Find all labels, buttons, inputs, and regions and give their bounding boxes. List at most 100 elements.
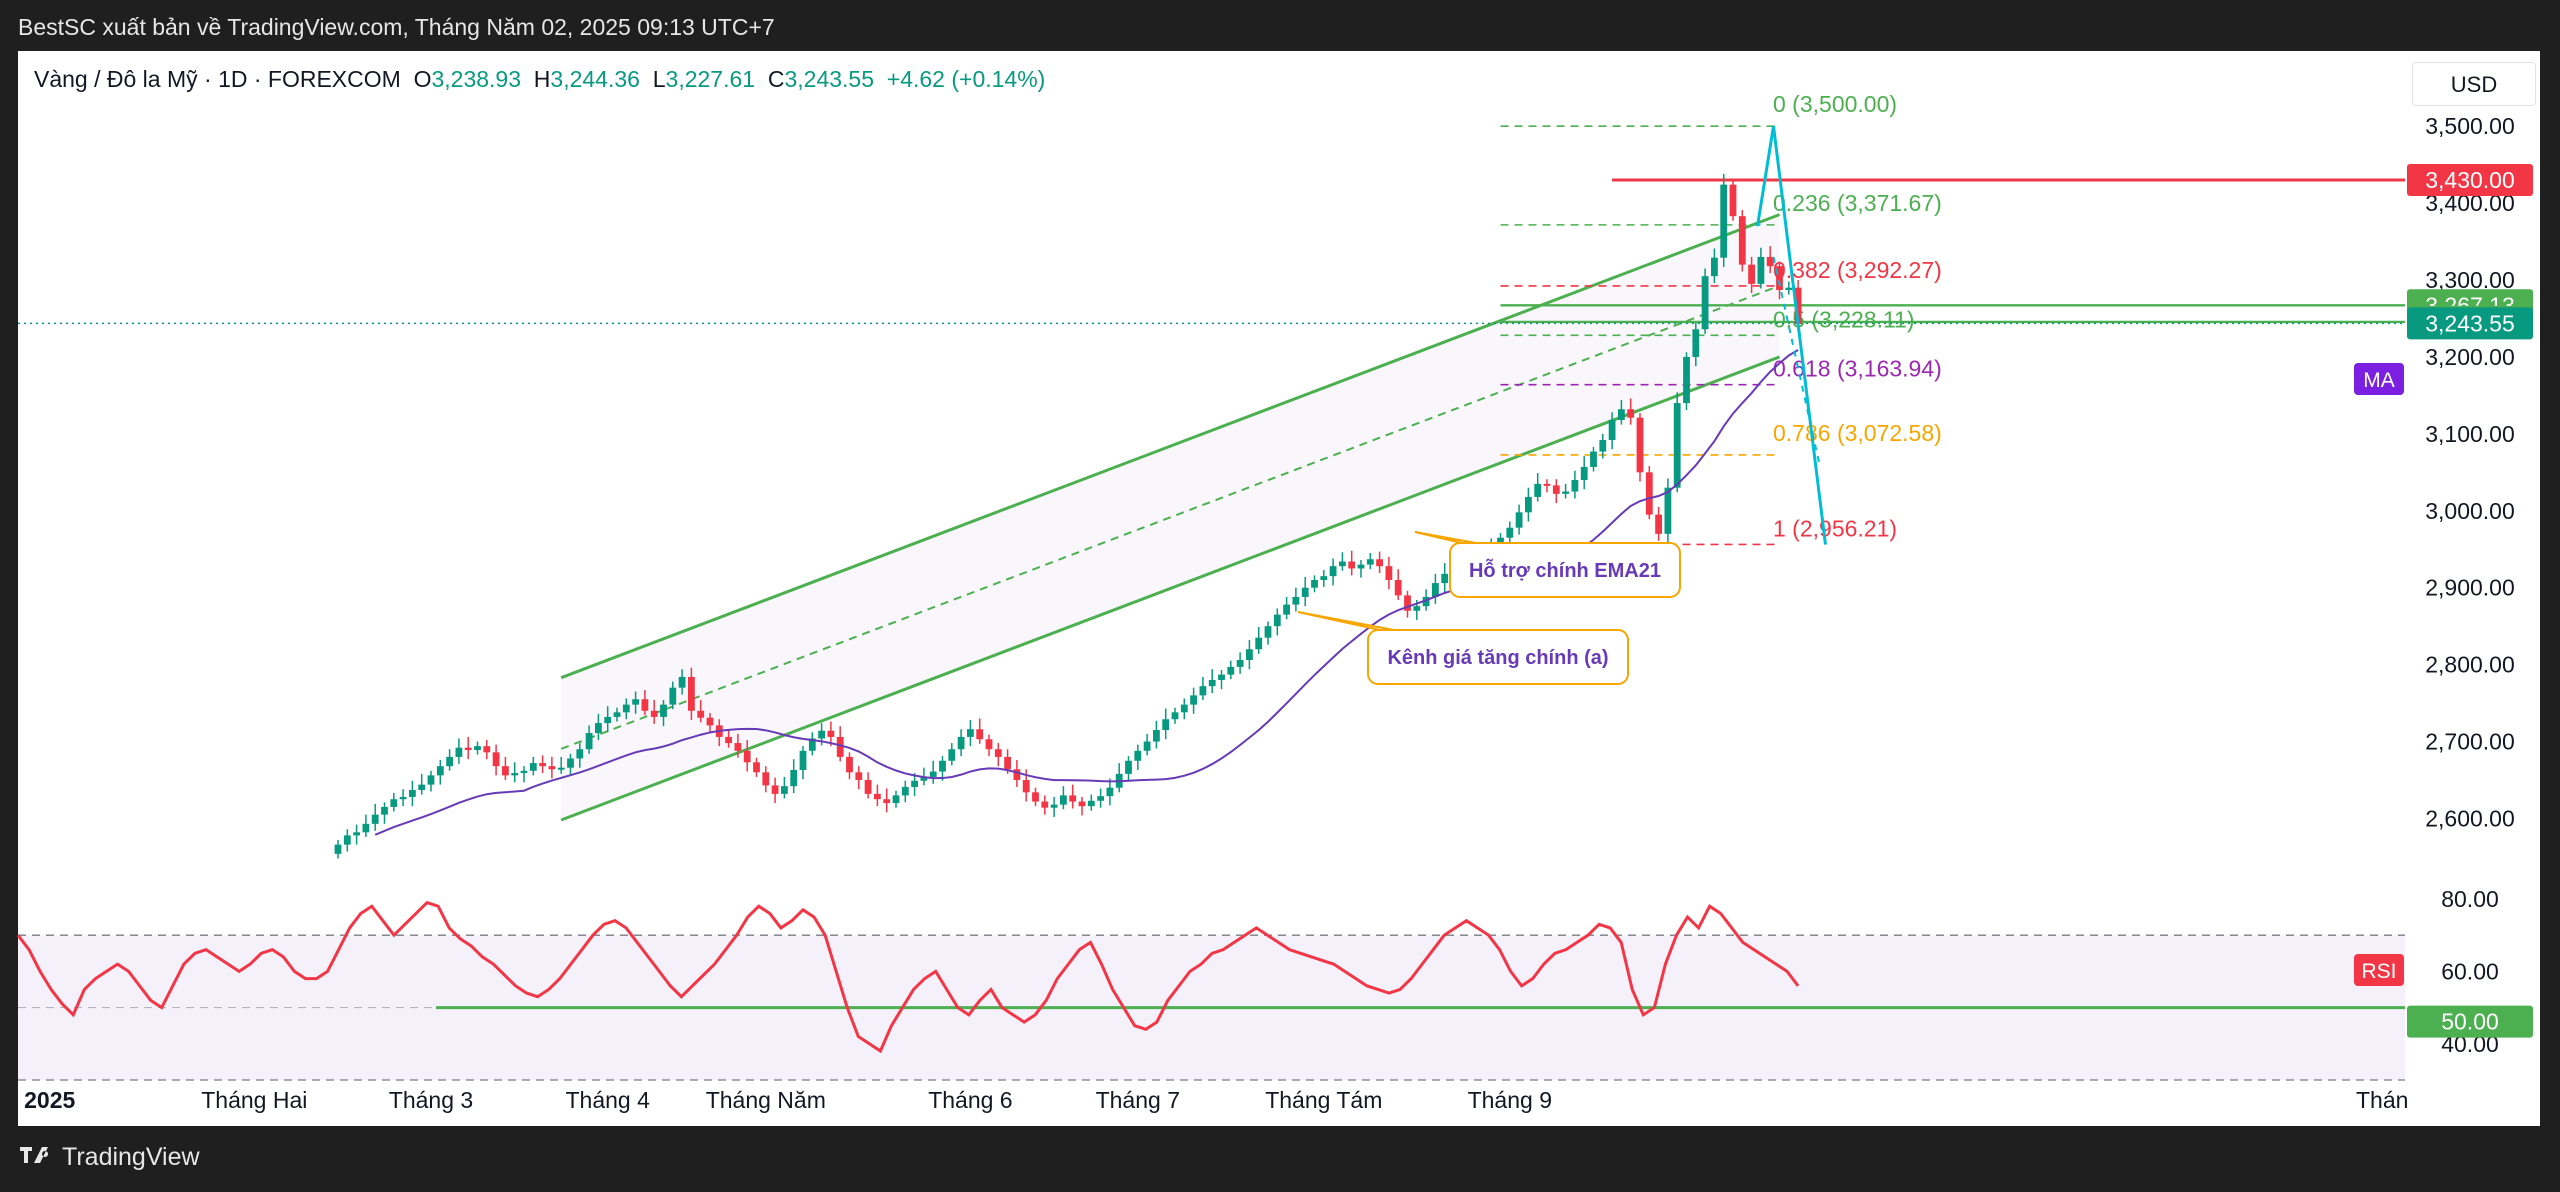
- candle-body: [529, 763, 537, 771]
- rsi-midline-tag: 50.00: [2441, 1009, 2499, 1035]
- candle-body: [1562, 491, 1569, 494]
- price-tag-label-bg: [2407, 164, 2533, 196]
- candle-body: [1766, 256, 1774, 267]
- candle-body: [1757, 256, 1765, 284]
- candle-body: [678, 676, 686, 688]
- candle-body: [1422, 596, 1430, 607]
- candle-body: [1441, 573, 1449, 584]
- annotation-pointer: [1414, 531, 1477, 544]
- candle-body: [808, 738, 816, 751]
- candle-body: [1125, 760, 1132, 774]
- candle-body: [474, 746, 481, 750]
- fib-level-label: 0.382 (3,292.27): [1773, 257, 1942, 283]
- candle-body: [595, 723, 602, 734]
- candle-body: [1683, 356, 1690, 404]
- candle-body: [967, 729, 974, 737]
- candle-body: [688, 676, 695, 711]
- trend-line-down: [1772, 125, 1827, 545]
- candle-body: [492, 752, 500, 767]
- candle-body: [539, 763, 546, 767]
- candle-body: [1645, 472, 1653, 515]
- candle-body: [1664, 487, 1672, 534]
- candle-body: [1060, 795, 1067, 805]
- candle-body: [985, 739, 993, 750]
- fib-level-label: 0.786 (3,072.58): [1773, 420, 1942, 446]
- last-price-tag-bg: [2407, 307, 2533, 340]
- candle-body: [771, 785, 779, 794]
- chart-panel[interactable]: [18, 51, 2540, 1126]
- fib-level-label: 1 (2,956.21): [1773, 515, 1897, 541]
- candle-body: [743, 750, 751, 763]
- currency-selector[interactable]: USD: [2412, 62, 2536, 106]
- time-tick-label: Tháng 3: [389, 1087, 473, 1113]
- candle-body: [1432, 583, 1439, 597]
- price-tick-label: 2,800.00: [2425, 652, 2515, 678]
- candle-body: [1013, 769, 1021, 780]
- annotation-label: Hỗ trợ chính EMA21: [1469, 558, 1661, 582]
- candle-body: [846, 756, 853, 773]
- symbol-name[interactable]: Vàng / Đô la Mỹ · 1D · FOREXCOM: [34, 66, 401, 92]
- candle-body: [1348, 561, 1356, 569]
- time-tick-label: Tháng 4: [565, 1087, 650, 1113]
- candle-body: [604, 716, 612, 724]
- candle-body: [1627, 409, 1635, 418]
- candle-body: [557, 767, 565, 770]
- candle-body: [827, 730, 835, 737]
- candle-body: [1636, 417, 1644, 473]
- price-tick-label: 2,900.00: [2425, 575, 2515, 601]
- candle-body: [436, 766, 444, 776]
- candle-body: [1580, 466, 1588, 480]
- price-tick-label: 3,500.00: [2425, 113, 2515, 139]
- candle-body: [948, 749, 956, 761]
- candle-body: [446, 756, 453, 767]
- fib-level-label: 0 (3,500.00): [1773, 91, 1897, 117]
- price-tick-label: 2,600.00: [2425, 805, 2515, 831]
- candle-body: [483, 746, 491, 753]
- high-value: 3,244.36: [550, 66, 640, 92]
- rsi-tick-label: 80.00: [2441, 886, 2499, 912]
- time-tick-label: Tháng Hai: [201, 1087, 307, 1113]
- price-tick-label: 3,200.00: [2425, 344, 2515, 370]
- candle-body: [567, 758, 574, 768]
- candle-body: [1692, 329, 1700, 357]
- candle-body: [1022, 780, 1030, 793]
- candle-body: [1283, 604, 1290, 615]
- candle-body: [725, 736, 732, 744]
- candle-body: [511, 773, 519, 776]
- candle-body: [1618, 409, 1625, 420]
- candle-body: [613, 712, 621, 717]
- rsi-badge-bg: [2354, 954, 2404, 986]
- close-value: 3,243.55: [784, 66, 874, 92]
- candle-body: [1190, 695, 1197, 705]
- candle-body: [660, 704, 667, 717]
- time-tick-label: Tháng Tám: [1265, 1087, 1382, 1113]
- candle-body: [427, 775, 435, 785]
- candle-body: [1413, 606, 1421, 611]
- candle-body: [864, 780, 872, 794]
- candle-body: [753, 762, 760, 773]
- time-tick-label: Tháng 9: [1468, 1087, 1552, 1113]
- candle-body: [1785, 287, 1793, 290]
- candle-body: [874, 793, 881, 800]
- candle-body: [1199, 686, 1207, 696]
- candle-body: [855, 772, 863, 780]
- candle-body: [1571, 480, 1579, 492]
- price-tick-label: 2,700.00: [2425, 729, 2515, 755]
- candle-body: [418, 784, 426, 790]
- candle-body: [1738, 216, 1746, 265]
- candle-body: [1097, 796, 1104, 801]
- brand-name[interactable]: TradingView: [62, 1143, 200, 1171]
- time-tick-label: Tháng Năm: [706, 1087, 826, 1113]
- candle-body: [734, 743, 742, 751]
- candle-body: [911, 780, 918, 787]
- candle-body: [1162, 719, 1170, 730]
- candle-body: [650, 710, 658, 717]
- rsi-midline-tag-bg: [2407, 1005, 2533, 1038]
- candle-body: [1153, 730, 1160, 742]
- fib-level-label: 0.618 (3,163.94): [1773, 356, 1942, 382]
- candle-body: [1748, 264, 1755, 284]
- tradingview-logo-icon[interactable]: [18, 1143, 54, 1172]
- candle-body: [1673, 403, 1681, 488]
- candle-body: [1180, 704, 1188, 713]
